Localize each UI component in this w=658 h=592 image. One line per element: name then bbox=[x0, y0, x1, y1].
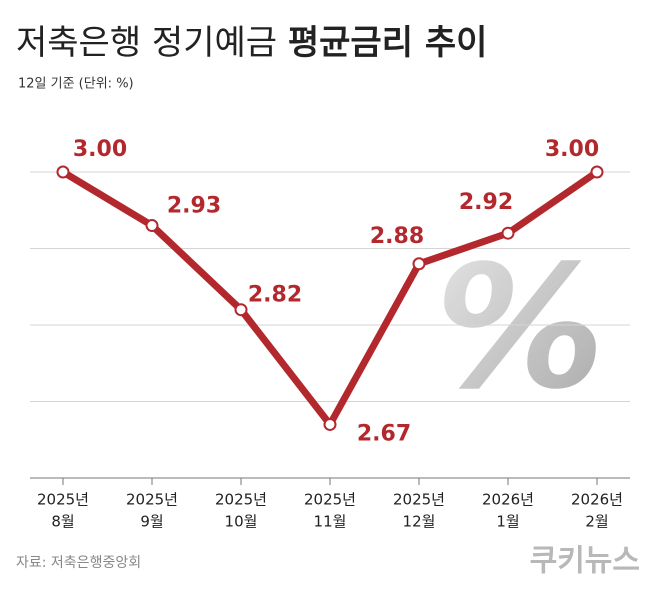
data-point bbox=[501, 226, 515, 240]
title-bold: 평균금리 추이 bbox=[288, 23, 488, 63]
value-label: 3.00 bbox=[73, 137, 127, 162]
value-label: 2.92 bbox=[459, 190, 513, 215]
x-tick-label: 1월 bbox=[496, 513, 519, 531]
x-tick-label: 2026년 bbox=[571, 491, 623, 509]
x-tick-label: 11월 bbox=[314, 513, 347, 531]
data-point bbox=[145, 219, 159, 233]
watermark: 쿠키뉴스 bbox=[530, 544, 640, 579]
x-tick-label: 12월 bbox=[403, 513, 436, 531]
x-tick-label: 10월 bbox=[225, 513, 258, 531]
value-label: 3.00 bbox=[545, 137, 599, 162]
data-point bbox=[323, 417, 337, 431]
data-point bbox=[234, 303, 248, 317]
background-symbol: % bbox=[435, 229, 605, 427]
data-point bbox=[412, 257, 426, 271]
x-tick-label: 2025년 bbox=[37, 491, 89, 509]
value-label: 2.82 bbox=[248, 283, 302, 308]
data-point bbox=[56, 165, 70, 179]
source: 자료: 저축은행중앙회 bbox=[16, 555, 141, 571]
x-tick-label: 2월 bbox=[585, 513, 608, 531]
x-tick-label: 2025년 bbox=[393, 491, 445, 509]
chart-title: 저축은행 정기예금 평균금리 추이 bbox=[16, 23, 487, 63]
x-tick-label: 2025년 bbox=[304, 491, 356, 509]
data-point bbox=[590, 165, 604, 179]
x-tick-label: 2025년 bbox=[215, 491, 267, 509]
value-label: 2.67 bbox=[357, 421, 411, 446]
subtitle: 12일 기준 (단위: %) bbox=[18, 77, 134, 92]
value-label: 2.93 bbox=[167, 194, 221, 219]
x-tick-label: 2026년 bbox=[482, 491, 534, 509]
x-tick-label: 9월 bbox=[140, 513, 163, 531]
value-label: 2.88 bbox=[370, 224, 424, 249]
title-regular: 저축은행 정기예금 bbox=[16, 23, 277, 63]
x-tick-label: 2025년 bbox=[126, 491, 178, 509]
x-tick-label: 8월 bbox=[51, 513, 74, 531]
